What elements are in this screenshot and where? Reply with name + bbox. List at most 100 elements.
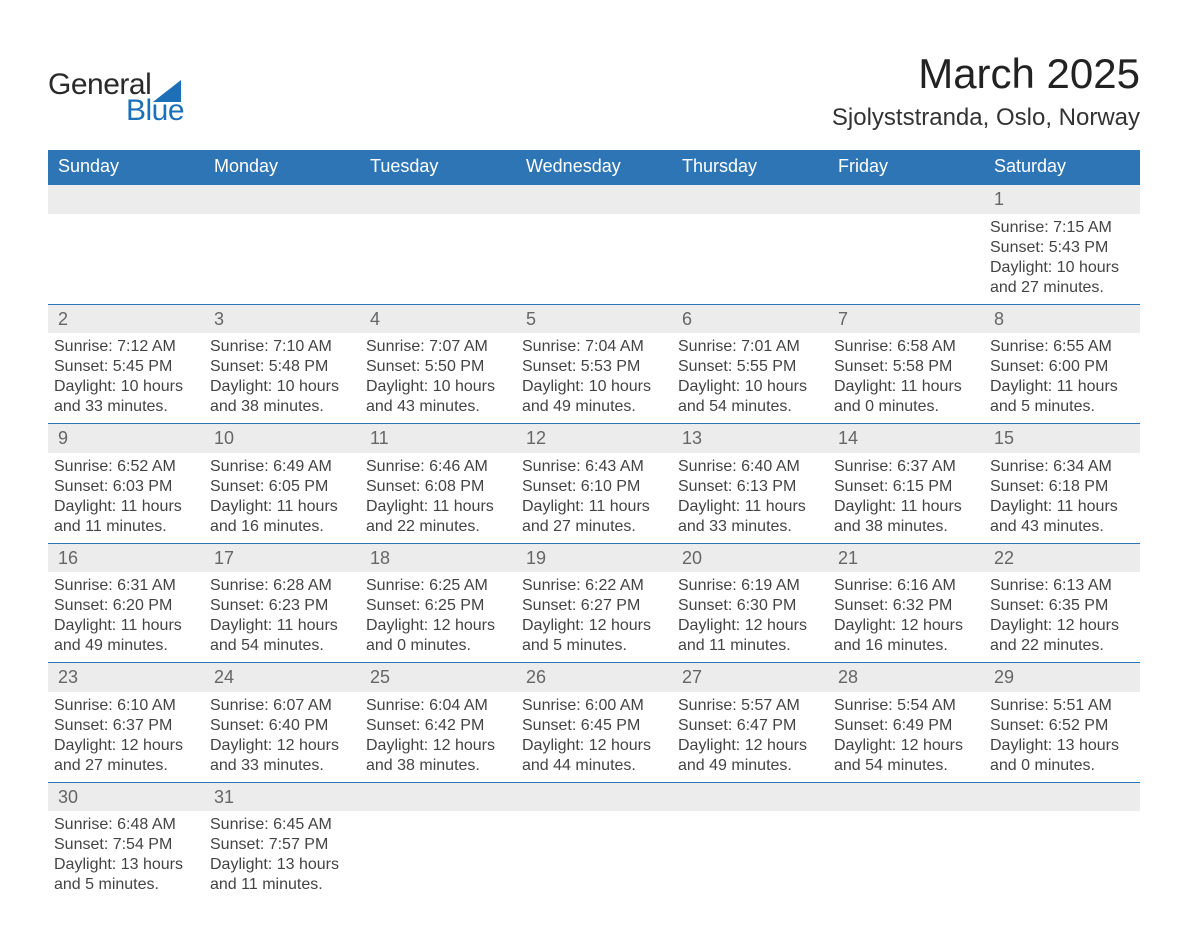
day-details: Sunrise: 7:15 AMSunset: 5:43 PMDaylight:… [984, 214, 1140, 304]
calendar-week-data-row: Sunrise: 7:15 AMSunset: 5:43 PMDaylight:… [48, 214, 1140, 305]
day-number [48, 185, 204, 191]
calendar-daynum-cell: 22 [984, 543, 1140, 572]
day-number: 9 [48, 424, 204, 453]
calendar-day-cell: Sunrise: 6:16 AMSunset: 6:32 PMDaylight:… [828, 572, 984, 663]
day-sunset: Sunset: 6:20 PM [54, 596, 198, 616]
calendar-day-cell [984, 811, 1140, 901]
day-sunrise: Sunrise: 6:48 AM [54, 815, 198, 835]
calendar-daynum-cell: 28 [828, 663, 984, 692]
calendar-day-cell: Sunrise: 6:00 AMSunset: 6:45 PMDaylight:… [516, 692, 672, 783]
day-number: 24 [204, 663, 360, 692]
calendar-daynum-cell: 5 [516, 304, 672, 333]
calendar-week-daynum-row: 9101112131415 [48, 424, 1140, 453]
day-number [360, 783, 516, 789]
calendar-daynum-cell: 13 [672, 424, 828, 453]
weekday-header: Saturday [984, 150, 1140, 184]
calendar-daynum-cell [828, 184, 984, 214]
day-sunset: Sunset: 6:00 PM [990, 357, 1134, 377]
calendar-daynum-cell [360, 184, 516, 214]
calendar-daynum-cell: 7 [828, 304, 984, 333]
calendar-day-cell: Sunrise: 6:46 AMSunset: 6:08 PMDaylight:… [360, 453, 516, 544]
day-sunset: Sunset: 6:03 PM [54, 477, 198, 497]
calendar-day-cell: Sunrise: 6:04 AMSunset: 6:42 PMDaylight:… [360, 692, 516, 783]
day-details: Sunrise: 7:04 AMSunset: 5:53 PMDaylight:… [516, 333, 672, 423]
calendar-day-cell: Sunrise: 7:12 AMSunset: 5:45 PMDaylight:… [48, 333, 204, 424]
calendar-day-cell: Sunrise: 7:04 AMSunset: 5:53 PMDaylight:… [516, 333, 672, 424]
day-day2: and 38 minutes. [834, 517, 978, 537]
day-sunrise: Sunrise: 6:13 AM [990, 576, 1134, 596]
day-number: 23 [48, 663, 204, 692]
day-sunrise: Sunrise: 7:12 AM [54, 337, 198, 357]
day-day1: Daylight: 11 hours [54, 497, 198, 517]
day-number: 1 [984, 185, 1140, 214]
calendar-day-cell: Sunrise: 6:45 AMSunset: 7:57 PMDaylight:… [204, 811, 360, 901]
day-day2: and 11 minutes. [210, 875, 354, 895]
calendar-daynum-cell: 31 [204, 782, 360, 811]
day-day1: Daylight: 11 hours [54, 616, 198, 636]
day-details: Sunrise: 6:16 AMSunset: 6:32 PMDaylight:… [828, 572, 984, 662]
calendar-daynum-cell: 11 [360, 424, 516, 453]
day-number: 14 [828, 424, 984, 453]
day-number: 26 [516, 663, 672, 692]
day-details: Sunrise: 6:43 AMSunset: 6:10 PMDaylight:… [516, 453, 672, 543]
calendar-day-cell: Sunrise: 5:57 AMSunset: 6:47 PMDaylight:… [672, 692, 828, 783]
day-sunset: Sunset: 6:05 PM [210, 477, 354, 497]
day-day2: and 11 minutes. [54, 517, 198, 537]
calendar-week-data-row: Sunrise: 6:52 AMSunset: 6:03 PMDaylight:… [48, 453, 1140, 544]
day-day2: and 0 minutes. [834, 397, 978, 417]
day-details: Sunrise: 6:00 AMSunset: 6:45 PMDaylight:… [516, 692, 672, 782]
day-sunset: Sunset: 6:32 PM [834, 596, 978, 616]
day-day1: Daylight: 12 hours [834, 616, 978, 636]
day-sunrise: Sunrise: 7:15 AM [990, 218, 1134, 238]
day-day1: Daylight: 11 hours [990, 497, 1134, 517]
day-sunrise: Sunrise: 5:54 AM [834, 696, 978, 716]
weekday-header: Wednesday [516, 150, 672, 184]
day-day2: and 38 minutes. [210, 397, 354, 417]
calendar-week-data-row: Sunrise: 6:31 AMSunset: 6:20 PMDaylight:… [48, 572, 1140, 663]
calendar-daynum-cell: 20 [672, 543, 828, 572]
day-day1: Daylight: 11 hours [366, 497, 510, 517]
day-number: 11 [360, 424, 516, 453]
day-day1: Daylight: 10 hours [366, 377, 510, 397]
day-number: 19 [516, 544, 672, 573]
day-sunset: Sunset: 6:52 PM [990, 716, 1134, 736]
day-day1: Daylight: 13 hours [990, 736, 1134, 756]
calendar-day-cell: Sunrise: 5:54 AMSunset: 6:49 PMDaylight:… [828, 692, 984, 783]
day-details: Sunrise: 5:51 AMSunset: 6:52 PMDaylight:… [984, 692, 1140, 782]
day-day1: Daylight: 11 hours [678, 497, 822, 517]
day-sunset: Sunset: 5:55 PM [678, 357, 822, 377]
calendar-daynum-cell: 16 [48, 543, 204, 572]
calendar-day-cell [828, 811, 984, 901]
calendar-week-daynum-row: 23242526272829 [48, 663, 1140, 692]
day-sunrise: Sunrise: 6:25 AM [366, 576, 510, 596]
day-sunrise: Sunrise: 6:22 AM [522, 576, 666, 596]
day-number: 20 [672, 544, 828, 573]
day-day2: and 27 minutes. [990, 278, 1134, 298]
calendar-daynum-cell: 12 [516, 424, 672, 453]
calendar-week-daynum-row: 1 [48, 184, 1140, 214]
day-number [360, 185, 516, 191]
day-day2: and 5 minutes. [522, 636, 666, 656]
day-sunrise: Sunrise: 6:52 AM [54, 457, 198, 477]
calendar-daynum-cell [828, 782, 984, 811]
calendar-day-cell: Sunrise: 6:31 AMSunset: 6:20 PMDaylight:… [48, 572, 204, 663]
calendar-daynum-cell [984, 782, 1140, 811]
weekday-header: Thursday [672, 150, 828, 184]
day-details [360, 214, 516, 274]
day-details [516, 811, 672, 871]
calendar-daynum-cell: 15 [984, 424, 1140, 453]
day-sunrise: Sunrise: 6:43 AM [522, 457, 666, 477]
brand-logo: General Blue [48, 40, 184, 128]
day-day1: Daylight: 12 hours [522, 616, 666, 636]
day-number: 27 [672, 663, 828, 692]
calendar-day-cell: Sunrise: 6:25 AMSunset: 6:25 PMDaylight:… [360, 572, 516, 663]
calendar-daynum-cell: 19 [516, 543, 672, 572]
day-day2: and 38 minutes. [366, 756, 510, 776]
day-day2: and 16 minutes. [210, 517, 354, 537]
day-number: 22 [984, 544, 1140, 573]
day-sunrise: Sunrise: 6:58 AM [834, 337, 978, 357]
day-details: Sunrise: 5:54 AMSunset: 6:49 PMDaylight:… [828, 692, 984, 782]
calendar-week-daynum-row: 2345678 [48, 304, 1140, 333]
calendar-daynum-cell: 25 [360, 663, 516, 692]
calendar-day-cell: Sunrise: 6:22 AMSunset: 6:27 PMDaylight:… [516, 572, 672, 663]
